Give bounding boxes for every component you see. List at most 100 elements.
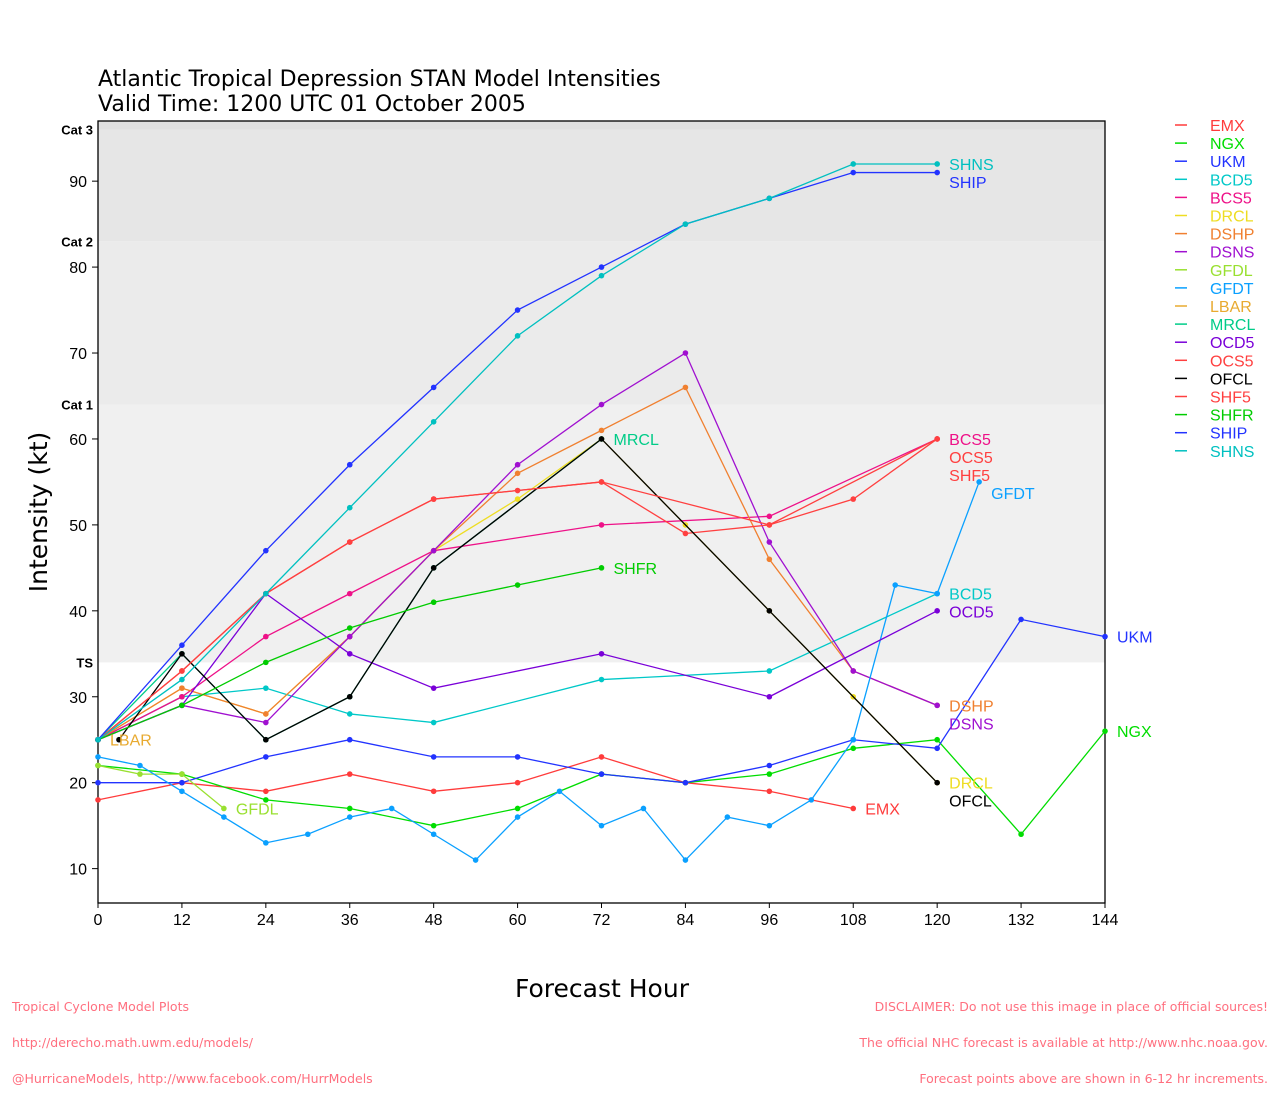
- legend-entry: OCS5: [1210, 353, 1254, 370]
- footer-disclaimer: DISCLAIMER: Do not use this image in pla…: [859, 977, 1268, 1097]
- x-tick-label: 108: [840, 912, 867, 929]
- series-end-label: DSNS: [949, 716, 993, 733]
- data-point: [179, 779, 185, 786]
- series-end-label: SHIP: [949, 175, 986, 192]
- data-point: [598, 401, 605, 408]
- data-point: [346, 736, 353, 743]
- data-point: [598, 754, 605, 760]
- data-point: [850, 805, 857, 812]
- data-point: [766, 693, 773, 700]
- data-point: [179, 668, 185, 674]
- data-point: [221, 805, 227, 812]
- x-tick-label: 60: [509, 912, 527, 929]
- data-point: [934, 745, 940, 752]
- legend-entry: SHF5: [1210, 390, 1251, 407]
- x-tick-label: 96: [760, 912, 778, 929]
- data-point: [263, 633, 269, 640]
- category-band: [98, 404, 1105, 663]
- data-point: [1102, 728, 1108, 734]
- y-tick-label: 40: [69, 604, 87, 621]
- y-tick-label: 90: [69, 174, 87, 191]
- data-point: [766, 608, 773, 614]
- data-point: [976, 479, 982, 485]
- series-line: [97, 593, 938, 741]
- series-end-label: OCS5: [949, 450, 993, 467]
- legend-entry: DSNS: [1210, 245, 1254, 262]
- category-label: Cat 2: [61, 234, 93, 249]
- legend-entry: BCS5: [1210, 190, 1252, 207]
- series-end-label: BCD5: [949, 587, 992, 604]
- data-point: [346, 504, 353, 511]
- data-point: [263, 685, 269, 691]
- data-point: [95, 762, 101, 769]
- data-point: [263, 754, 269, 760]
- data-point: [682, 857, 689, 863]
- data-point: [179, 771, 185, 777]
- data-point: [304, 831, 311, 838]
- category-label: Cat 1: [61, 398, 93, 413]
- data-point: [221, 814, 227, 820]
- data-point: [346, 805, 353, 812]
- footer-credit-line[interactable]: @HurricaneModels, http://www.facebook.co…: [12, 1071, 373, 1086]
- category-bands: [98, 121, 1105, 663]
- data-point: [724, 814, 731, 820]
- data-point: [934, 161, 940, 167]
- category-label: Cat 3: [61, 123, 93, 138]
- data-point: [766, 668, 773, 674]
- legend-entry: UKM: [1210, 154, 1246, 171]
- data-point: [137, 762, 143, 769]
- data-point: [514, 814, 521, 820]
- data-point: [95, 754, 101, 760]
- x-tick-label: 24: [257, 912, 275, 929]
- data-point: [556, 788, 563, 795]
- footer-credit-line[interactable]: http://derecho.math.uwm.edu/models/: [12, 1035, 254, 1050]
- series-ofcl: [116, 436, 940, 786]
- data-point: [514, 461, 521, 468]
- data-point: [263, 659, 269, 666]
- data-point: [934, 702, 940, 709]
- data-point: [263, 840, 269, 846]
- data-point: [640, 805, 647, 812]
- data-point: [514, 754, 521, 760]
- data-point: [1018, 616, 1024, 623]
- category-band: [98, 129, 1105, 242]
- x-tick-label: 36: [341, 912, 359, 929]
- series-end-label: BCS5: [949, 432, 991, 449]
- legend-entry: OFCL: [1210, 371, 1253, 388]
- data-point: [682, 530, 689, 537]
- data-point: [95, 779, 101, 786]
- data-point: [346, 814, 353, 820]
- data-point: [598, 822, 605, 829]
- series-shns: [95, 161, 940, 743]
- series-end-label: GFDT: [991, 486, 1035, 503]
- data-point: [850, 668, 857, 674]
- data-point: [179, 676, 185, 683]
- disclaimer-line: Forecast points above are shown in 6-12 …: [919, 1071, 1268, 1086]
- data-point: [514, 333, 521, 339]
- data-point: [682, 384, 689, 391]
- legend-entry: EMX: [1210, 118, 1245, 135]
- data-point: [430, 384, 437, 391]
- series-end-label: SHFR: [614, 561, 658, 578]
- legend-entry: LBAR: [1210, 299, 1252, 316]
- legend-entry: SHIP: [1210, 426, 1247, 443]
- axes: TS Cat 1 Cat 2 Cat 3 0 12 24 36 48 60 72 84 96 108 120…: [61, 120, 1118, 929]
- data-point: [1018, 831, 1024, 838]
- legend-entry: OCD5: [1210, 335, 1255, 352]
- series-end-label: OCD5: [949, 605, 994, 622]
- legend-entry: GFDL: [1210, 263, 1253, 280]
- data-point: [179, 693, 185, 700]
- footer-credits: Tropical Cyclone Model Plots http://dere…: [12, 977, 373, 1097]
- series-end-label: DSHP: [949, 698, 993, 715]
- data-point: [263, 736, 269, 743]
- data-point: [388, 805, 395, 812]
- data-point: [598, 565, 605, 571]
- data-point: [892, 582, 899, 588]
- data-point: [934, 608, 940, 614]
- data-point: [263, 711, 269, 717]
- data-point: [346, 539, 353, 545]
- data-point: [934, 169, 940, 176]
- x-tick-label: 0: [94, 912, 103, 929]
- data-point: [934, 436, 940, 442]
- data-point: [766, 762, 773, 769]
